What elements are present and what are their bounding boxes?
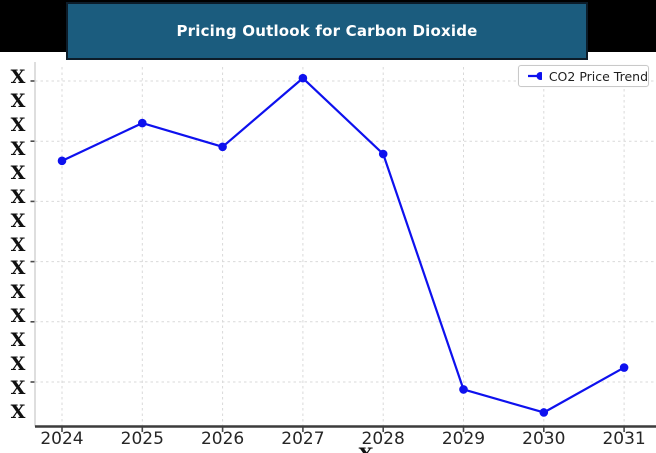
chart-title-banner: Pricing Outlook for Carbon Dioxide (66, 2, 588, 60)
data-point-2024 (57, 156, 67, 166)
y-tick-label: X (10, 401, 26, 424)
legend: CO2 Price Trend (518, 65, 649, 87)
y-tick-label: X (10, 66, 26, 88)
y-tick-label: X (10, 233, 26, 256)
y-tick-label: X (10, 209, 26, 232)
x-tick-label: 2029 (441, 429, 486, 449)
x-tick-label: 2028 (361, 429, 405, 449)
y-tick-label: X (10, 113, 26, 136)
price-trend-line (60, 77, 626, 414)
y-tick-label: X (10, 89, 26, 112)
y-tick-label: X (10, 257, 26, 280)
data-point-2031 (619, 363, 629, 372)
x-tick-label: 2030 (522, 429, 566, 449)
data-point-2029 (459, 385, 468, 394)
chart-title: Pricing Outlook for Carbon Dioxide (176, 22, 478, 40)
data-point-2026 (218, 142, 227, 152)
y-tick-label: X (10, 305, 26, 328)
x-axis-title: X (353, 444, 379, 453)
x-tick-label: 2024 (40, 429, 84, 449)
y-tick-label: X (10, 137, 26, 160)
y-tick-label: X (10, 377, 26, 400)
data-point-2030 (539, 408, 549, 417)
x-tick-label: 2031 (602, 429, 646, 449)
legend-label: CO2 Price Trend (548, 68, 648, 84)
x-tick-label: 2025 (120, 429, 164, 449)
y-tick-label: X (10, 281, 26, 304)
y-tick-label: X (10, 329, 26, 352)
legend-line-marker-icon (528, 72, 542, 80)
x-tick-label: 2026 (200, 429, 245, 449)
data-point-2028 (378, 149, 388, 159)
data-point-2025 (138, 118, 147, 128)
data-point-2027 (298, 73, 308, 83)
y-tick-label: X (10, 185, 26, 208)
y-tick-label: X (10, 353, 26, 376)
y-tick-label: X (10, 161, 26, 184)
x-tick-label: 2027 (281, 429, 325, 449)
